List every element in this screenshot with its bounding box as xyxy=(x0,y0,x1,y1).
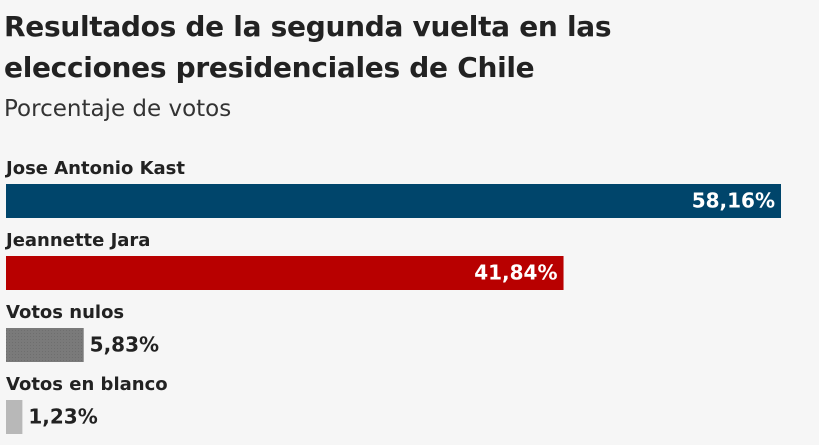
category-label: Votos nulos xyxy=(6,302,124,323)
chart-subtitle: Porcentaje de votos xyxy=(4,96,232,122)
value-label: 1,23% xyxy=(28,405,97,429)
bar xyxy=(6,184,781,218)
value-label: 5,83% xyxy=(90,333,159,357)
bar xyxy=(6,400,23,434)
chart-title: Resultados de la segunda vuelta en las e… xyxy=(4,10,612,84)
category-label: Jeannette Jara xyxy=(4,230,150,251)
bar xyxy=(6,256,564,290)
value-label: 41,84% xyxy=(474,261,557,285)
category-label: Jose Antonio Kast xyxy=(4,158,185,179)
category-label: Votos en blanco xyxy=(6,374,168,395)
value-label: 58,16% xyxy=(692,189,775,213)
bar xyxy=(6,328,84,362)
